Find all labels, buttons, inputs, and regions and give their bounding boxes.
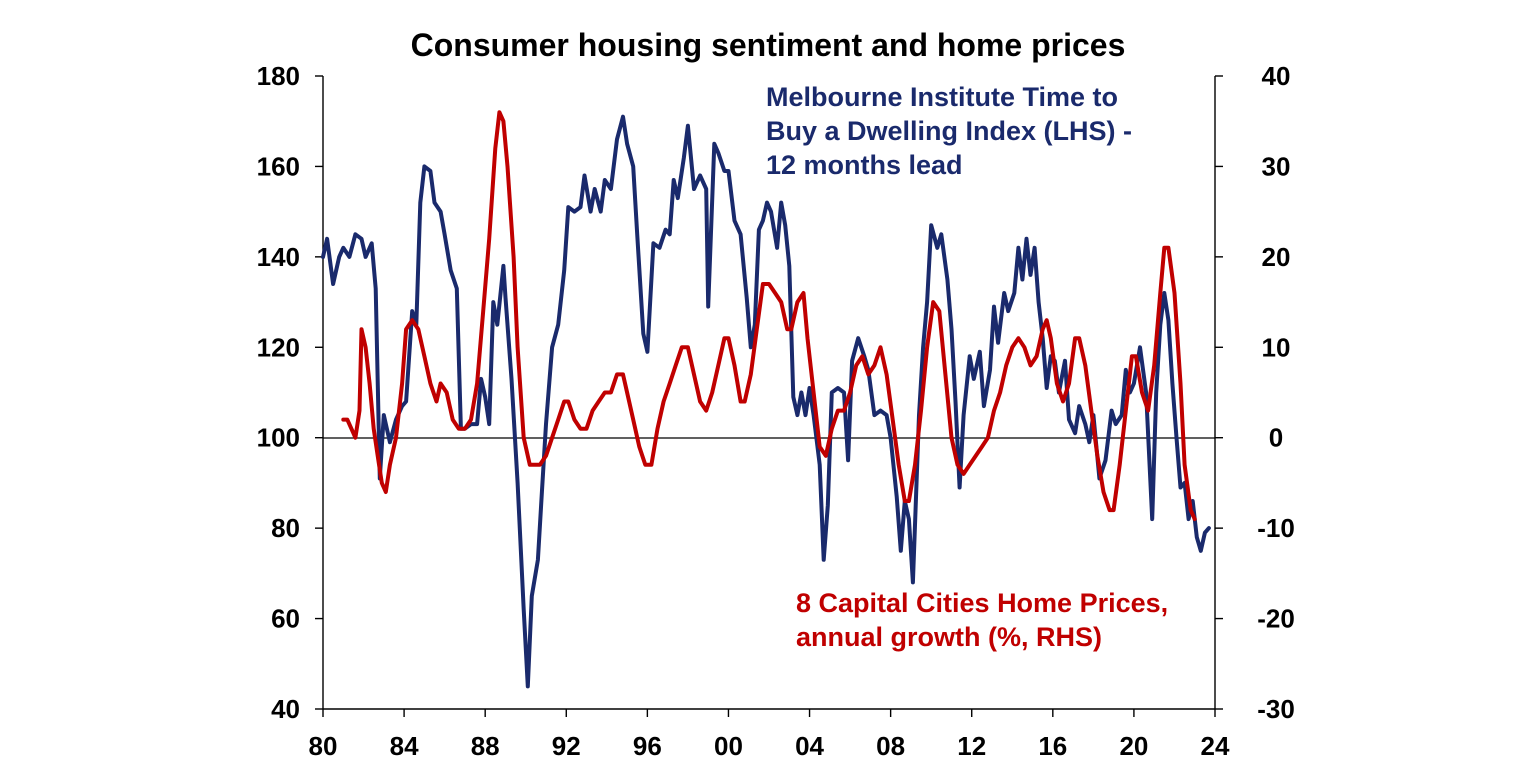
legend-label-sentiment: Melbourne Institute Time to Buy a Dwelli…: [766, 82, 1140, 180]
x-tick-label: 80: [309, 731, 338, 761]
y-left-tick-label: 40: [271, 694, 300, 724]
chart-title: Consumer housing sentiment and home pric…: [411, 27, 1126, 63]
legend-label-sentiment-line3: 12 months lead: [766, 150, 963, 180]
x-tick-label: 84: [390, 731, 419, 761]
x-tick-label: 08: [876, 731, 905, 761]
y-right-tick-label: 30: [1262, 151, 1291, 181]
series-line-home-price-growth: [341, 110, 1197, 522]
x-tick-label: 16: [1038, 731, 1067, 761]
x-tick-label: 88: [471, 731, 500, 761]
y-right-tick-label: 40: [1262, 61, 1291, 91]
x-tick-label: 96: [633, 731, 662, 761]
y-left-tick-label: 140: [257, 242, 300, 272]
legend-label-prices-line1: 8 Capital Cities Home Prices,: [796, 588, 1168, 618]
y-left-tick-label: 180: [257, 61, 300, 91]
y-left-tick-label: 160: [257, 151, 300, 181]
y-right-tick-label: -10: [1257, 513, 1295, 543]
legend-label-prices: 8 Capital Cities Home Prices, annual gro…: [796, 588, 1176, 652]
x-tick-label: 12: [957, 731, 986, 761]
x-tick-label: 24: [1201, 731, 1230, 761]
legend-label-prices-line2: annual growth (%, RHS): [796, 622, 1102, 652]
y-left-tick-label: 60: [271, 604, 300, 634]
y-right-tick-label: 20: [1262, 242, 1291, 272]
y-left-tick-label: 100: [257, 423, 300, 453]
x-tick-label: 04: [795, 731, 824, 761]
y-right-tick-label: -20: [1257, 604, 1295, 634]
legend-label-sentiment-line2: Buy a Dwelling Index (LHS) -: [766, 116, 1132, 146]
y-right-tick-label: 0: [1269, 423, 1283, 453]
y-right-tick-label: 10: [1262, 332, 1291, 362]
y-left-tick-label: 80: [271, 513, 300, 543]
legend-label-sentiment-line1: Melbourne Institute Time to: [766, 82, 1118, 112]
x-tick-label: 92: [552, 731, 581, 761]
y-left-tick-label: 120: [257, 332, 300, 362]
y-right-tick-label: -30: [1257, 694, 1295, 724]
x-tick-label: 00: [714, 731, 743, 761]
x-tick-label: 20: [1119, 731, 1148, 761]
